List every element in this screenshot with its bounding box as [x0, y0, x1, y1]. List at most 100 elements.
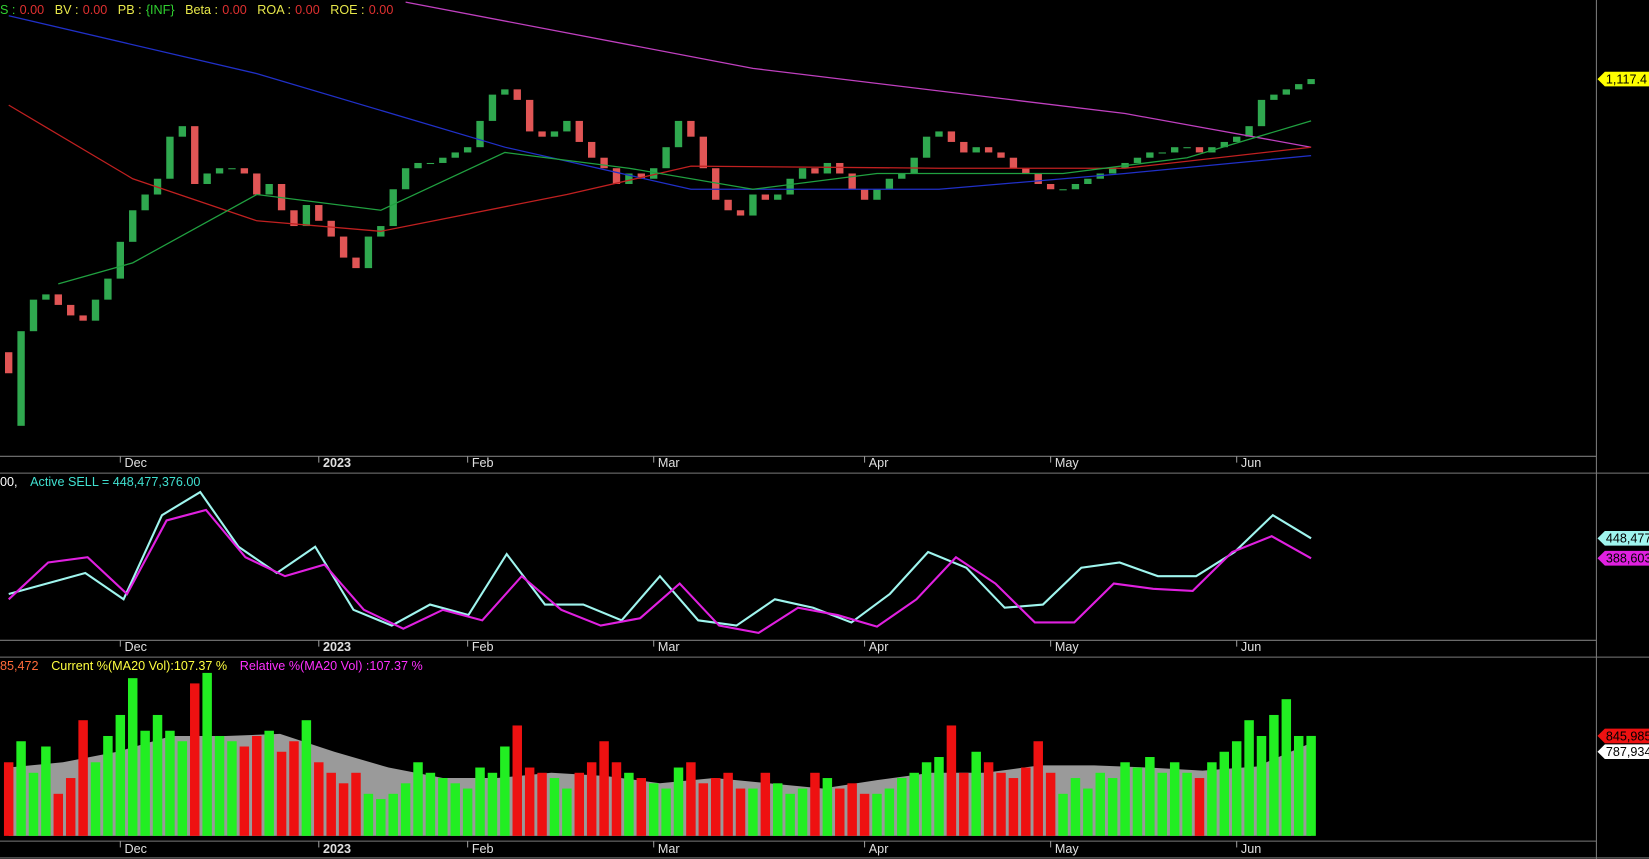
- volume-bar: [301, 720, 312, 836]
- volume-bar: [648, 783, 659, 836]
- x-tick-label: Mar: [658, 456, 680, 470]
- indicator-text: 0.00: [369, 3, 394, 17]
- volume-bar: [810, 772, 820, 836]
- candle-body: [898, 173, 906, 179]
- candle-body: [724, 199, 732, 211]
- indicator-text: Relative %(MA20 Vol) :107.37 %: [240, 659, 423, 673]
- value-tag-label: 787,934: [1606, 745, 1649, 759]
- candle-body: [836, 162, 844, 174]
- candle-body: [811, 168, 819, 174]
- candle-body: [476, 120, 484, 148]
- indicator-text: S :: [0, 3, 15, 17]
- candle-body: [352, 257, 360, 269]
- candle-body: [439, 157, 447, 163]
- volume-bar: [326, 772, 336, 836]
- volume-bar: [785, 793, 795, 836]
- value-tag-label: 845,985: [1606, 729, 1649, 743]
- candle-body: [712, 168, 720, 200]
- candle-body: [129, 210, 137, 242]
- volume-bar: [748, 788, 758, 836]
- candle-body: [265, 183, 273, 195]
- volume-bar: [872, 793, 882, 836]
- candle-body: [17, 331, 25, 426]
- value-tag-label: 388,603: [1606, 552, 1649, 566]
- candle-body: [91, 299, 100, 321]
- indicator-text: {INF}: [146, 3, 175, 17]
- volume-bar: [1231, 741, 1242, 836]
- candle-body: [203, 173, 211, 184]
- x-tick-label: May: [1055, 640, 1080, 654]
- candle-body: [538, 131, 546, 137]
- x-tick-label: Dec: [125, 456, 147, 470]
- volume-bar: [400, 783, 411, 836]
- indicator-text: 0.00: [83, 3, 108, 17]
- volume-bar: [835, 788, 845, 836]
- candle-body: [922, 136, 931, 158]
- volume-bar: [1256, 735, 1267, 836]
- x-tick-label: Feb: [472, 456, 494, 470]
- volume-bar: [190, 683, 200, 836]
- flow-line: [8, 490, 1312, 627]
- value-tag: [1597, 744, 1649, 760]
- volume-bar: [1058, 793, 1068, 836]
- volume-bar: [673, 767, 684, 836]
- x-tick-label: Jun: [1241, 456, 1261, 470]
- x-tick-label: Apr: [869, 842, 889, 856]
- volume-bar: [797, 788, 808, 836]
- volume-bar: [760, 772, 771, 836]
- candle-body: [1046, 183, 1055, 190]
- x-tick-label: Dec: [125, 640, 147, 654]
- indicator-text: Active SELL = 448,477,376.00: [30, 475, 200, 489]
- x-tick-label: Jun: [1241, 842, 1261, 856]
- x-tick-label: Apr: [869, 456, 889, 470]
- volume-bar: [537, 772, 547, 836]
- value-tag-label: 1,117.4: [1606, 72, 1647, 86]
- candle-body: [1195, 147, 1204, 153]
- volume-bar: [165, 730, 175, 836]
- volume-bar: [624, 772, 634, 836]
- volume-bar: [1095, 772, 1105, 836]
- value-tag: [1597, 728, 1649, 744]
- volume-bar: [1194, 778, 1205, 836]
- candle-body: [1022, 168, 1030, 174]
- candle-body: [736, 210, 745, 216]
- candle-body: [166, 136, 174, 179]
- volume-bar: [152, 714, 163, 836]
- candle-body: [575, 120, 583, 142]
- moving-average-line: [58, 120, 1312, 285]
- volume-bar: [599, 741, 609, 836]
- volume-bar: [140, 730, 150, 836]
- candle-body: [302, 205, 311, 227]
- volume-bar: [512, 725, 522, 836]
- candle-body: [823, 162, 832, 174]
- candle-body: [984, 147, 993, 153]
- volume-bar: [1107, 778, 1118, 836]
- volume-bar: [1145, 757, 1155, 836]
- candle-body: [1009, 157, 1018, 169]
- volume-bar: [1306, 735, 1316, 836]
- candle-body: [513, 89, 521, 100]
- candle-body: [79, 315, 87, 321]
- candle-body: [600, 157, 608, 169]
- volume-bar: [611, 762, 622, 836]
- candle-body: [116, 241, 125, 279]
- indicator-text: Current %(MA20 Vol):107.37 %: [51, 659, 227, 673]
- candle-body: [178, 126, 187, 137]
- volume-bar: [438, 778, 448, 836]
- candle-body: [253, 173, 261, 195]
- candle-body: [389, 189, 397, 227]
- volume-bar: [859, 793, 870, 836]
- volume-bar: [363, 793, 374, 836]
- volume-bar: [822, 778, 833, 836]
- volume-bar: [177, 741, 188, 836]
- volume-bar: [214, 735, 225, 836]
- candle-body: [339, 236, 348, 258]
- volume-bar: [1244, 720, 1254, 836]
- candle-body: [426, 162, 435, 165]
- indicator-text: 85,472: [0, 659, 39, 673]
- volume-bar: [1083, 788, 1093, 836]
- volume-bar: [1219, 751, 1230, 836]
- moving-average-line: [8, 15, 1312, 190]
- volume-bar: [41, 746, 51, 836]
- candle-body: [674, 120, 683, 148]
